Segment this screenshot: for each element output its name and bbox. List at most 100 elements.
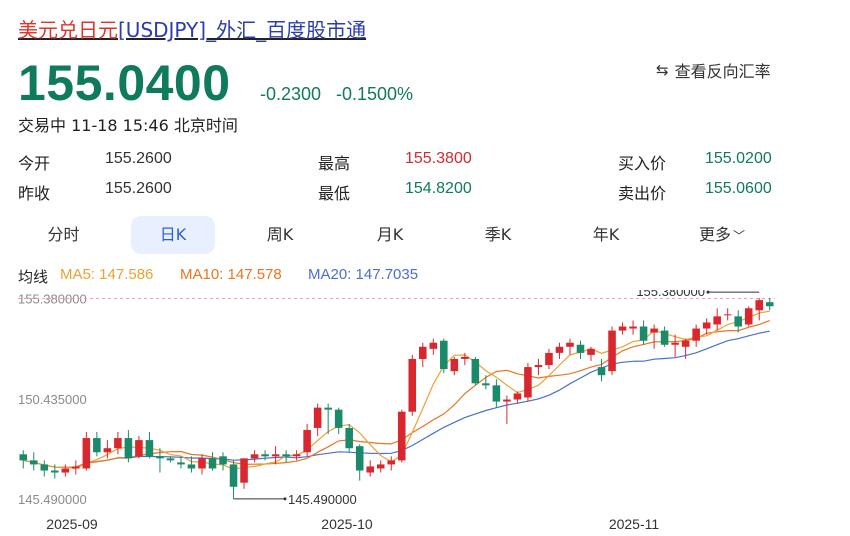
- max-callout-dot: [706, 290, 710, 294]
- x-tick-label: 2025-10: [321, 516, 373, 532]
- candle-body: [198, 458, 206, 469]
- candle-body: [250, 454, 259, 459]
- candle-body: [450, 358, 459, 372]
- candle-body: [376, 464, 385, 469]
- min-price-label: 145.490000: [288, 492, 357, 507]
- candle-body: [702, 322, 711, 329]
- ma20-line: [23, 330, 770, 468]
- candle-body: [114, 438, 122, 449]
- low-label: 最低: [318, 186, 351, 203]
- current-price: 155.0400: [18, 55, 231, 111]
- reverse-rate-button[interactable]: ⇆ 查看反向汇率: [656, 58, 771, 82]
- page-title[interactable]: 美元兑日元[USDJPY]_外汇_百度股市通: [18, 14, 366, 43]
- price-change-percent: -0.1500%: [336, 84, 414, 104]
- bid-label: 买入价: [618, 156, 667, 173]
- tab-yearly-k[interactable]: 年K: [592, 225, 620, 244]
- bid-value: 155.0200: [705, 150, 772, 167]
- candle-body: [345, 427, 353, 449]
- candle-body: [124, 438, 133, 459]
- candle-body: [355, 446, 364, 471]
- candle-body: [755, 300, 764, 311]
- tab-weekly-k[interactable]: 周K: [266, 225, 294, 244]
- open-value: 155.2600: [105, 150, 172, 167]
- candle-body: [187, 464, 196, 469]
- price-change: -0.2300: [260, 84, 322, 104]
- candle-body: [576, 344, 585, 353]
- candle-body: [82, 438, 91, 469]
- candle-body: [29, 460, 38, 465]
- x-tick-label: 2025-09: [46, 516, 98, 532]
- high-value: 155.3800: [405, 150, 472, 167]
- candle-body: [303, 429, 311, 453]
- ask-label: 卖出价: [618, 186, 667, 203]
- more-label: 更多: [698, 225, 731, 244]
- candle-body: [103, 448, 112, 453]
- candle-body: [366, 466, 375, 473]
- ma20-value: MA20: 147.7035: [308, 266, 419, 283]
- title-suffix: [USDJPY]_外汇_百度股市通: [118, 18, 367, 42]
- candle-body: [597, 367, 606, 376]
- candle-body: [765, 302, 774, 307]
- candle-body: [513, 393, 522, 400]
- candle-body: [492, 385, 501, 402]
- candle-body: [482, 383, 490, 386]
- candle-body: [19, 454, 28, 461]
- low-value: 154.8200: [405, 180, 472, 197]
- candlestick-chart[interactable]: 155.380000 150.435000 145.490000 155.380000…: [0, 290, 850, 536]
- candle-body: [587, 348, 595, 355]
- candle-body: [292, 454, 301, 457]
- candle-body: [744, 308, 753, 325]
- candle-body: [397, 411, 406, 461]
- max-price-label: 155.380000: [636, 290, 705, 299]
- tab-quarterly-k[interactable]: 季K: [484, 225, 512, 244]
- candle-body: [166, 458, 175, 461]
- y-tick-label: 145.490000: [18, 492, 87, 507]
- candle-body: [461, 356, 469, 359]
- candle-body: [145, 440, 154, 457]
- candle-body: [408, 358, 417, 412]
- ma5-value: MA5: 147.586: [60, 266, 154, 283]
- candle-body: [135, 440, 143, 457]
- tab-intraday[interactable]: 分时: [47, 225, 80, 244]
- candle-body: [334, 409, 343, 428]
- candle-body: [503, 399, 511, 402]
- candle-body: [713, 316, 721, 325]
- period-tabs: 分时 日K 周K 月K 季K 年K 更多 ﹀: [16, 216, 786, 256]
- ask-value: 155.0600: [705, 180, 772, 197]
- candle-body: [681, 340, 690, 347]
- prev-close-label: 昨收: [18, 186, 51, 203]
- candle-body: [219, 456, 227, 465]
- prev-close-value: 155.2600: [105, 180, 172, 197]
- high-label: 最高: [318, 156, 351, 173]
- tab-monthly-k[interactable]: 月K: [376, 225, 404, 244]
- candle-body: [650, 328, 658, 333]
- tab-more[interactable]: 更多 ﹀: [680, 216, 764, 254]
- candle-body: [240, 458, 248, 483]
- candle-body: [639, 326, 648, 341]
- candle-body: [324, 407, 332, 410]
- candle-body: [177, 462, 185, 465]
- candle-body: [208, 458, 217, 469]
- candle-body: [618, 326, 627, 331]
- candle-body: [313, 407, 322, 428]
- chevron-down-icon: ﹀: [733, 229, 746, 243]
- x-tick-label: 2025-11: [609, 516, 660, 532]
- candle-body: [61, 468, 70, 473]
- candle-body: [40, 464, 49, 471]
- candle-body: [555, 346, 564, 353]
- candle-body: [282, 454, 290, 457]
- candle-body: [229, 464, 238, 487]
- candle-body: [671, 342, 679, 345]
- min-callout-dot: [283, 497, 287, 501]
- candle-body: [429, 342, 438, 349]
- y-tick-label: 155.380000: [18, 292, 87, 307]
- candle-body: [660, 330, 669, 345]
- tab-daily-k[interactable]: 日K: [131, 216, 215, 254]
- candle-body: [723, 314, 732, 316]
- candle-body: [534, 365, 543, 368]
- ma10-value: MA10: 147.578: [180, 266, 282, 283]
- candle-body: [93, 438, 101, 453]
- ma-label: 均线: [18, 269, 49, 286]
- candle-body: [734, 316, 742, 327]
- reverse-rate-label: 查看反向汇率: [674, 62, 771, 81]
